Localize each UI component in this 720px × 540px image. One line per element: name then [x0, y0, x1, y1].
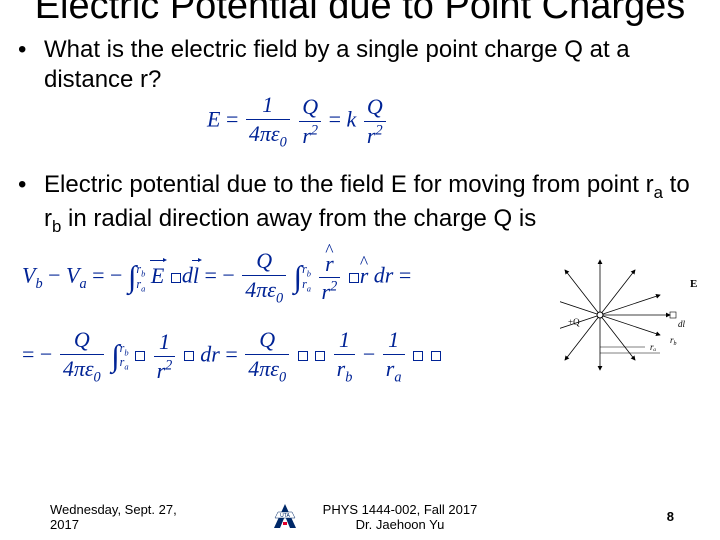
svg-text:E: E [690, 278, 697, 290]
equation-efield: E = 14πε0 Qr2 = k Qr2 [207, 91, 702, 152]
bullet-1: What is the electric field by a single p… [12, 35, 702, 95]
course-code: PHYS 1444-002, Fall 2017 [323, 502, 478, 517]
bullet-1-text: What is the electric field by a single p… [44, 36, 630, 93]
ua-logo: UTA [272, 502, 298, 530]
sub-b: b [52, 216, 61, 235]
bullet-2-text-3: in radial direction away from the charge… [61, 205, 536, 232]
svg-text:dl: dl [678, 319, 686, 329]
svg-text:rb: rb [670, 335, 677, 347]
slide-title: Electric Potential due to Point Charges [0, 0, 720, 28]
svg-text:+Q: +Q [568, 317, 580, 327]
svg-text:UTA: UTA [280, 513, 290, 519]
svg-text:rₐ: rₐ [650, 342, 657, 352]
bullet-2: Electric potential due to the field E fo… [12, 170, 702, 238]
instructor: Dr. Jaehoon Yu [356, 517, 445, 532]
slide: Electric Potential due to Point Charges … [0, 0, 720, 540]
footer-date: Wednesday, Sept. 27, 2017 [50, 502, 200, 532]
field-diagram: E +Q dl rₐ rb [560, 255, 710, 375]
page-number: 8 [667, 509, 674, 524]
sub-a: a [654, 183, 663, 202]
footer-course: PHYS 1444-002, Fall 2017 Dr. Jaehoon Yu [300, 502, 500, 532]
bullet-2-text-1: Electric potential due to the field E fo… [44, 171, 654, 198]
